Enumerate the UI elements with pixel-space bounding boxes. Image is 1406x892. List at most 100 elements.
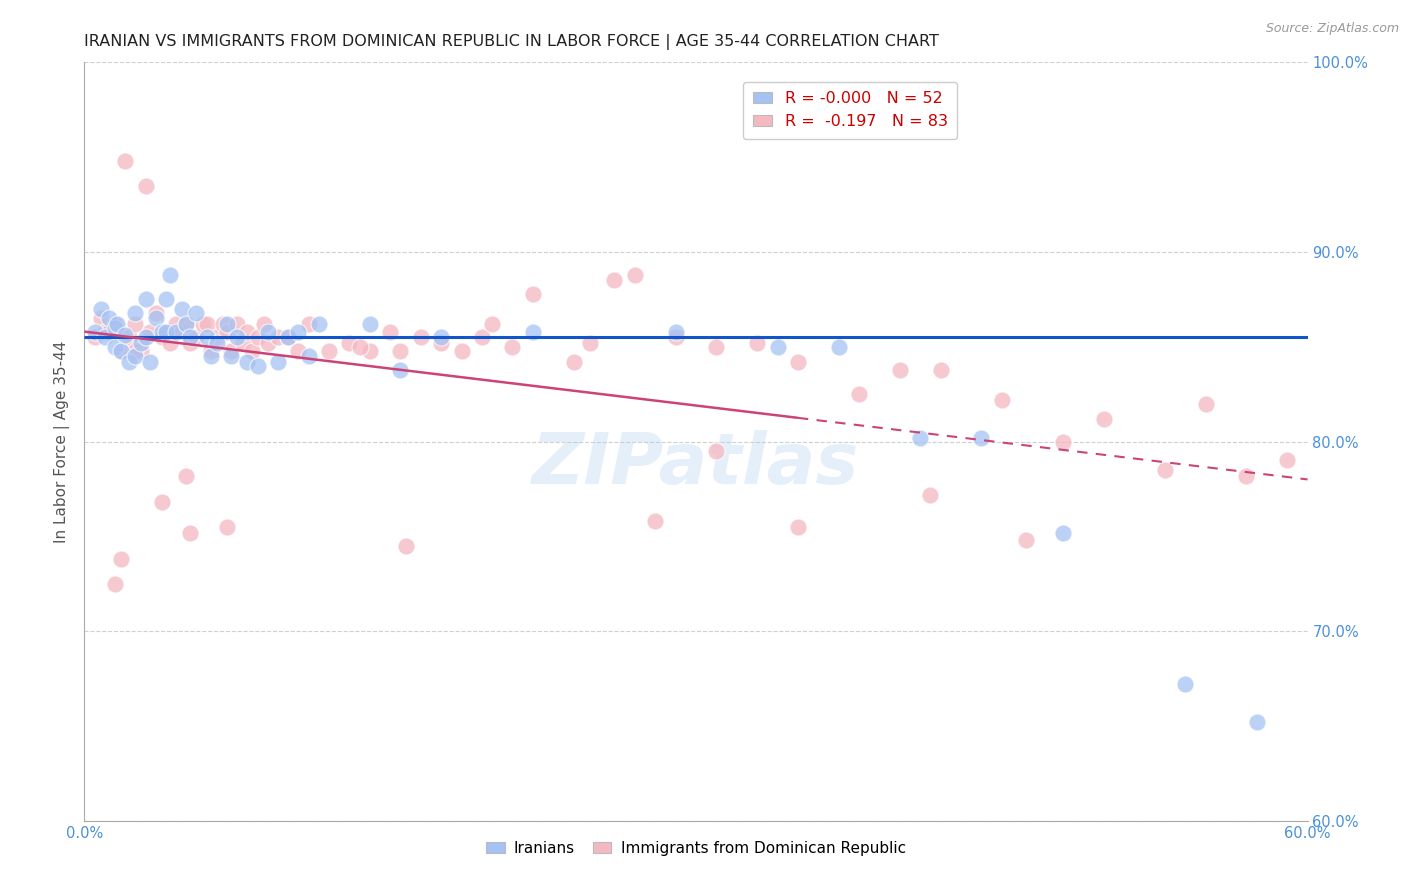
Point — [124, 306, 146, 320]
Point — [522, 286, 544, 301]
Point — [226, 330, 249, 344]
Point — [232, 336, 254, 351]
Point — [579, 336, 602, 351]
Point — [155, 325, 177, 339]
Point — [359, 317, 381, 331]
Point — [200, 349, 222, 363]
Point — [104, 317, 127, 331]
Point — [624, 268, 647, 282]
Point — [93, 330, 115, 344]
Point — [172, 301, 194, 316]
Point — [502, 340, 524, 354]
Point — [191, 317, 214, 331]
Point — [174, 317, 197, 331]
Point — [267, 355, 290, 369]
Point — [929, 362, 952, 376]
Point — [395, 539, 418, 553]
Point — [205, 330, 228, 344]
Point — [179, 330, 201, 344]
Point — [83, 330, 105, 344]
Point — [240, 343, 263, 358]
Point — [277, 330, 299, 344]
Point — [90, 311, 112, 326]
Point — [205, 336, 228, 351]
Point — [389, 362, 412, 376]
Point — [150, 325, 173, 339]
Point — [298, 317, 321, 331]
Point — [1015, 533, 1038, 548]
Point — [267, 330, 290, 344]
Point — [481, 317, 503, 331]
Point — [665, 330, 688, 344]
Point — [1277, 453, 1299, 467]
Point — [186, 330, 208, 344]
Point — [287, 325, 309, 339]
Point — [920, 488, 942, 502]
Point — [226, 317, 249, 331]
Point — [246, 359, 269, 373]
Point — [380, 325, 402, 339]
Point — [150, 495, 173, 509]
Point — [349, 340, 371, 354]
Point — [450, 343, 472, 358]
Point — [131, 336, 153, 351]
Point — [217, 520, 239, 534]
Point — [114, 154, 136, 169]
Y-axis label: In Labor Force | Age 35-44: In Labor Force | Age 35-44 — [55, 341, 70, 542]
Point — [359, 343, 381, 358]
Point — [665, 325, 688, 339]
Point — [105, 317, 128, 331]
Point — [991, 392, 1014, 407]
Point — [150, 330, 173, 344]
Point — [131, 343, 153, 358]
Point — [174, 317, 197, 331]
Point — [124, 343, 146, 358]
Point — [970, 431, 993, 445]
Point — [135, 178, 157, 193]
Point — [104, 576, 127, 591]
Text: ZIPatlas: ZIPatlas — [533, 430, 859, 499]
Point — [236, 325, 259, 339]
Point — [430, 330, 453, 344]
Point — [308, 317, 330, 331]
Point — [124, 317, 146, 331]
Point — [217, 317, 239, 331]
Point — [562, 355, 585, 369]
Point — [848, 387, 870, 401]
Point — [93, 325, 115, 339]
Point — [236, 355, 259, 369]
Point — [97, 311, 120, 326]
Text: Source: ZipAtlas.com: Source: ZipAtlas.com — [1265, 22, 1399, 36]
Point — [219, 349, 242, 363]
Legend: Iranians, Immigrants from Dominican Republic: Iranians, Immigrants from Dominican Repu… — [479, 835, 912, 863]
Point — [104, 321, 127, 335]
Point — [138, 355, 160, 369]
Point — [124, 349, 146, 363]
Point — [1174, 677, 1197, 691]
Point — [159, 268, 181, 282]
Point — [145, 306, 167, 320]
Point — [155, 325, 177, 339]
Point — [1195, 397, 1218, 411]
Point — [138, 325, 160, 339]
Point — [253, 317, 276, 331]
Point — [118, 330, 141, 344]
Point — [219, 343, 242, 358]
Point — [246, 330, 269, 344]
Point — [97, 325, 120, 339]
Point — [145, 311, 167, 326]
Point — [83, 325, 105, 339]
Point — [118, 355, 141, 369]
Point — [114, 328, 136, 343]
Point — [277, 330, 299, 344]
Point — [1092, 412, 1115, 426]
Point — [1246, 715, 1268, 730]
Point — [110, 552, 132, 566]
Point — [706, 444, 728, 458]
Point — [1052, 434, 1074, 449]
Point — [257, 325, 280, 339]
Point — [1154, 463, 1177, 477]
Point — [787, 355, 810, 369]
Point — [409, 330, 432, 344]
Point — [318, 343, 340, 358]
